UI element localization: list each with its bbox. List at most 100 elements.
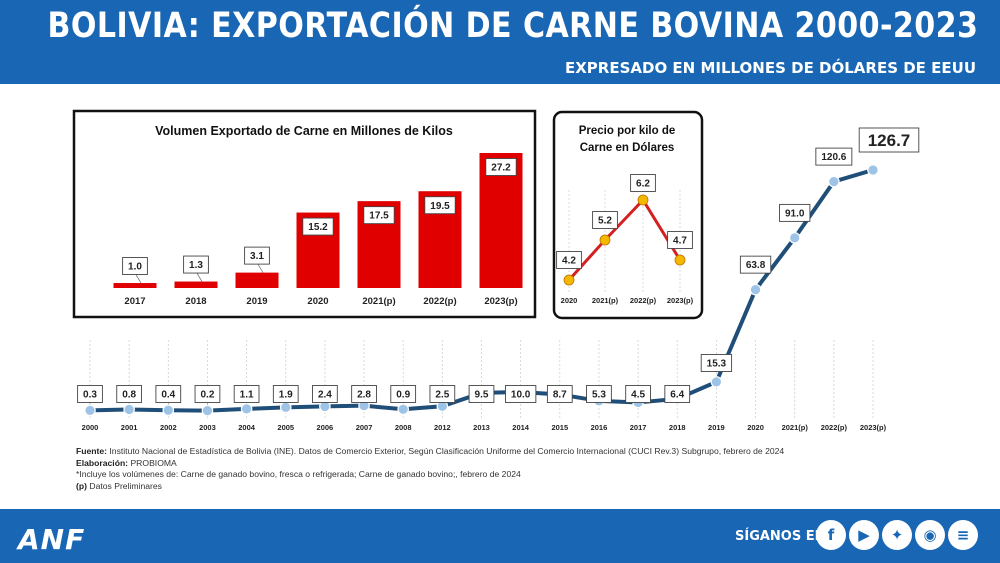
note-fuente-text: Instituto Nacional de Estadística de Bol… xyxy=(107,446,785,456)
x-tick-label-2012: 2012 xyxy=(434,423,451,432)
price-point-2020 xyxy=(563,274,575,286)
data-point-2003 xyxy=(201,404,214,417)
x-tick-label-2006: 2006 xyxy=(317,423,334,432)
bar-label-2020-box xyxy=(302,217,334,236)
data-point-2005 xyxy=(279,401,292,414)
data-label-2020-box xyxy=(739,255,772,274)
x-tick-label-2019: 2019 xyxy=(708,423,725,432)
youtube-icon[interactable]: ▶ xyxy=(849,520,879,550)
data-label-2017-box xyxy=(625,385,651,403)
data-label-2013: 9.5 xyxy=(475,390,489,401)
price-point-2022(p) xyxy=(637,194,649,206)
x-tick-label-2001: 2001 xyxy=(121,423,138,432)
price-label-2023(p)-box xyxy=(667,231,693,249)
data-label-2022(p): 120.6 xyxy=(821,152,846,163)
x-tick-label-2003: 2003 xyxy=(199,423,216,432)
x-tick-label-2018: 2018 xyxy=(669,423,686,432)
page-subtitle: EXPRESADO EN MILLONES DE DÓLARES DE EEUU xyxy=(564,59,976,77)
bar-tick-2023(p): 2023(p) xyxy=(484,296,517,307)
data-point-2004 xyxy=(240,403,253,415)
source-notes: Fuente: Instituto Nacional de Estadístic… xyxy=(76,446,784,492)
data-label-2005: 1.9 xyxy=(279,390,293,401)
x-tick-label-2005: 2005 xyxy=(277,423,294,432)
follow-label: SÍGANOS EN: xyxy=(735,529,831,544)
price-tick-2023(p): 2023(p) xyxy=(667,296,694,305)
note-p-text: Datos Preliminares xyxy=(86,480,162,491)
note-preliminar: (p) Datos Preliminares xyxy=(76,481,784,493)
data-point-2023(p) xyxy=(867,164,879,176)
price-point-2023(p) xyxy=(674,254,686,266)
instagram-icon[interactable]: ◉ xyxy=(915,520,945,550)
x-tick-label-2022(p): 2022(p) xyxy=(821,423,848,432)
x-tick-label-2007: 2007 xyxy=(356,423,373,432)
price-label-2021(p): 5.2 xyxy=(598,216,612,227)
bar-label-2023(p): 27.2 xyxy=(491,163,511,174)
data-label-2019-box xyxy=(700,354,733,372)
data-label-2016: 5.3 xyxy=(592,390,606,401)
note-elaboracion: Elaboración: PROBIOMA xyxy=(76,458,784,470)
twitter-icon[interactable]: ✦ xyxy=(882,520,912,550)
data-label-2015-box xyxy=(546,385,573,403)
x-tick-label-2000: 2000 xyxy=(82,423,99,432)
data-label-2019: 15.3 xyxy=(707,359,727,370)
data-label-2023(p): 126.7 xyxy=(868,131,911,150)
price-label-2020-box xyxy=(556,251,582,269)
data-label-2006-box xyxy=(312,385,338,403)
data-label-2002-box xyxy=(155,385,182,403)
price-line xyxy=(567,197,682,282)
note-fuente-label: Fuente: xyxy=(76,446,108,456)
x-tick-label-2021(p): 2021(p) xyxy=(782,423,809,432)
data-label-2016-box xyxy=(586,385,612,403)
price-inset-title-line1: Precio por kilo de xyxy=(579,125,676,137)
bar-label-2021(p)-box xyxy=(363,206,395,225)
bar-tick-2017: 2017 xyxy=(124,296,145,307)
data-label-2000: 0.3 xyxy=(83,390,97,401)
data-label-2023(p)-box xyxy=(858,127,920,153)
bar-label-2019-box xyxy=(244,246,270,265)
data-label-2020: 63.8 xyxy=(746,260,766,271)
data-label-2003-box xyxy=(194,385,221,403)
data-label-2006: 2.4 xyxy=(318,390,332,401)
data-label-2022(p)-box xyxy=(815,147,853,166)
data-label-2004: 1.1 xyxy=(240,390,254,401)
price-label-2022(p)-box xyxy=(630,174,656,192)
bar-tick-2020: 2020 xyxy=(307,296,328,307)
data-label-2002: 0.4 xyxy=(161,390,175,401)
data-label-2013-box xyxy=(468,385,495,403)
price-label-2020: 4.2 xyxy=(562,256,576,267)
spotify-icon[interactable]: ≡ xyxy=(948,520,978,550)
data-point-2001 xyxy=(123,403,135,416)
data-label-2021(p): 91.0 xyxy=(785,209,805,220)
data-label-2003: 0.2 xyxy=(200,390,214,401)
data-point-2008 xyxy=(397,403,409,416)
data-label-2017: 4.5 xyxy=(631,390,645,401)
data-point-2000 xyxy=(84,404,96,417)
x-tick-label-2023(p): 2023(p) xyxy=(860,423,887,432)
note-p-label: (p) xyxy=(76,480,87,491)
data-label-2000-box xyxy=(77,385,103,403)
bar-label-2018-box xyxy=(183,255,209,274)
bar-tick-2018: 2018 xyxy=(185,296,206,307)
x-tick-label-2016: 2016 xyxy=(591,423,608,432)
data-label-2008-box xyxy=(390,385,417,403)
data-label-2001-box xyxy=(116,385,142,403)
price-label-2021(p)-box xyxy=(592,211,618,229)
bar-label-2022(p): 19.5 xyxy=(430,201,450,212)
data-point-2019 xyxy=(710,376,723,388)
price-tick-2021(p): 2021(p) xyxy=(592,296,619,305)
data-label-2012-box xyxy=(429,385,456,403)
header-banner: BOLIVIA: EXPORTACIÓN DE CARNE BOVINA 200… xyxy=(0,0,1000,84)
facebook-icon[interactable]: f xyxy=(816,520,846,550)
bar-2019 xyxy=(235,272,279,288)
x-tick-label-2013: 2013 xyxy=(473,423,490,432)
note-fuente: Fuente: Instituto Nacional de Estadístic… xyxy=(76,446,784,458)
price-label-2023(p): 4.7 xyxy=(673,236,687,247)
price-tick-2022(p): 2022(p) xyxy=(630,296,657,305)
data-label-2001: 0.8 xyxy=(122,390,136,401)
bar-2018 xyxy=(174,281,218,288)
data-point-2022(p) xyxy=(828,175,840,188)
x-tick-label-2014: 2014 xyxy=(512,423,530,432)
note-elaboracion-text: PROBIOMA xyxy=(128,457,177,468)
price-point-2021(p) xyxy=(599,234,611,246)
